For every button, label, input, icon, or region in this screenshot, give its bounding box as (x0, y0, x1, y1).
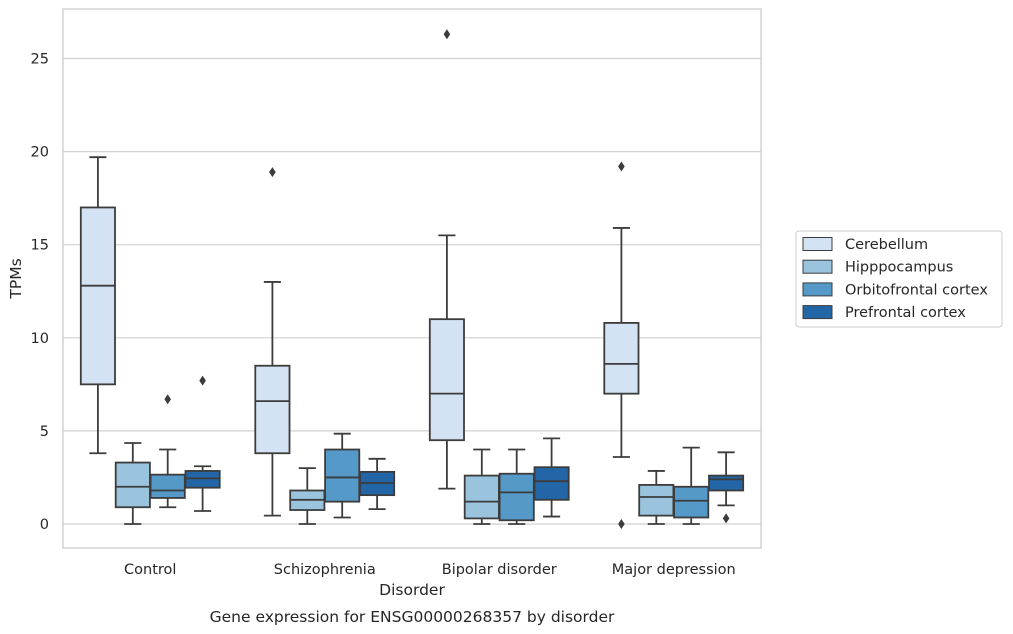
y-tick-label: 15 (31, 238, 49, 254)
legend: Cerebellum Hipppocampus Orbitofrontal cort… (796, 231, 1002, 327)
x-tick-label: Major depression (612, 562, 736, 578)
box (116, 463, 150, 508)
x-tick-label: Schizophrenia (274, 562, 376, 578)
box (325, 450, 359, 502)
outlier-point (164, 394, 171, 404)
x-axis-label: Disorder (379, 581, 445, 599)
legend-swatch (803, 260, 832, 273)
box-group-1 (255, 167, 394, 524)
box (709, 476, 743, 491)
y-tick-label: 20 (31, 145, 49, 161)
legend-swatch (803, 306, 832, 319)
box-group-2 (430, 29, 569, 524)
box-groups (81, 29, 743, 529)
box (674, 487, 708, 518)
box (255, 366, 289, 454)
box (151, 475, 185, 498)
box (430, 319, 464, 440)
legend-label: Hipppocampus (845, 260, 953, 276)
box (534, 467, 568, 500)
box (500, 474, 534, 521)
outlier-point (444, 29, 451, 39)
outlier-point (618, 519, 625, 529)
legend-swatch (803, 283, 832, 296)
legend-swatch (803, 238, 832, 251)
box-group-3 (604, 161, 743, 529)
x-tick-labels: Control Schizophrenia Bipolar disorder Majo… (124, 562, 736, 578)
box (639, 485, 673, 516)
legend-label: Cerebellum (845, 237, 928, 253)
outlier-point (618, 161, 625, 171)
legend-label: Orbitofrontal cortex (845, 282, 988, 298)
chart-title: Gene expression for ENSG00000268357 by d… (210, 608, 615, 626)
box-plot-chart: 0 5 10 15 20 25 Control Schizophrenia Bipolar d… (0, 0, 1013, 634)
x-tick-label: Bipolar disorder (442, 562, 557, 578)
outlier-point (199, 376, 206, 386)
x-tick-label: Control (124, 562, 176, 578)
box (465, 476, 499, 519)
y-tick-label: 25 (31, 52, 49, 68)
y-tick-labels: 0 5 10 15 20 25 (31, 52, 49, 534)
y-axis-label: TPMs (7, 258, 25, 299)
y-tick-label: 10 (31, 331, 49, 347)
outlier-point (723, 513, 730, 523)
box (185, 471, 219, 488)
legend-label: Prefrontal cortex (845, 305, 966, 321)
box-group-0 (81, 157, 220, 524)
box (81, 207, 115, 384)
y-tick-label: 5 (40, 424, 49, 440)
y-tick-label: 0 (40, 517, 49, 533)
box (604, 323, 638, 394)
outlier-point (269, 167, 276, 177)
